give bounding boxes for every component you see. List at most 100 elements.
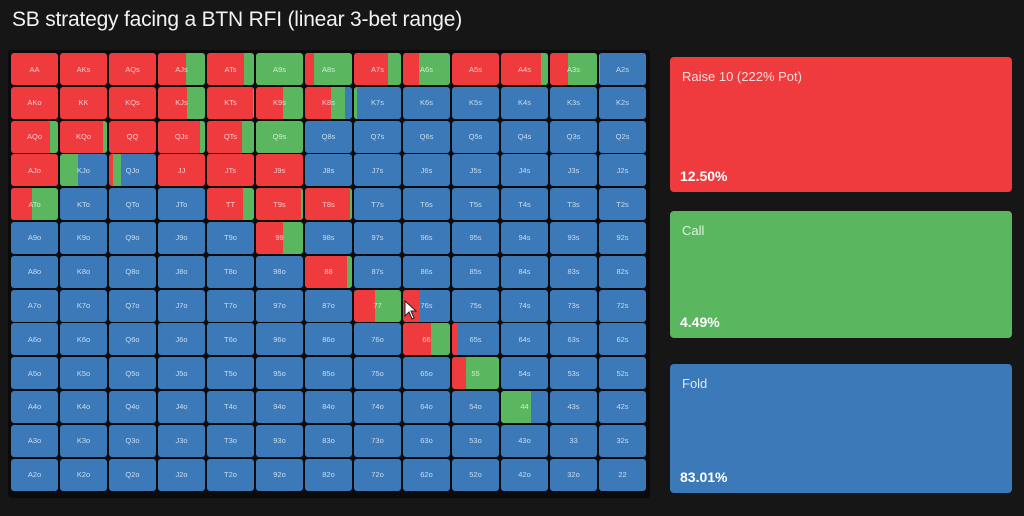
hand-cell[interactable]: KTo [60,188,107,221]
hand-cell[interactable]: 64o [403,390,450,423]
hand-cell[interactable]: J3o [158,424,205,457]
hand-cell[interactable]: J4s [501,154,548,187]
hand-cell[interactable]: 95o [256,357,303,390]
hand-cell[interactable]: 97s [354,221,401,254]
hand-cell[interactable]: K2o [60,458,107,491]
hand-cell[interactable]: 73s [550,289,597,322]
hand-cell[interactable]: 76o [354,323,401,356]
hand-cell[interactable]: T4s [501,188,548,221]
hand-cell[interactable]: Q9s [256,120,303,153]
hand-cell[interactable]: K5o [60,357,107,390]
hand-cell[interactable]: K9o [60,221,107,254]
raise-action-panel[interactable]: Raise 10 (222% Pot) 12.50% [670,57,1012,192]
hand-cell[interactable]: 54s [501,357,548,390]
hand-cell[interactable]: 93o [256,424,303,457]
hand-cell[interactable]: ATs [207,53,254,85]
hand-cell[interactable]: A9s [256,53,303,85]
hand-cell[interactable]: 85o [305,357,352,390]
hand-cell[interactable]: T3s [550,188,597,221]
hand-cell[interactable]: 55 [452,357,499,390]
hand-cell[interactable]: QTo [109,188,156,221]
hand-cell[interactable]: A4s [501,53,548,85]
hand-cell[interactable]: 95s [452,221,499,254]
hand-cell[interactable]: J2s [599,154,646,187]
hand-cell[interactable]: QJs [158,120,205,153]
hand-cell[interactable]: JTs [207,154,254,187]
hand-cell[interactable]: K6s [403,86,450,119]
hand-cell[interactable]: T5s [452,188,499,221]
hand-cell[interactable]: Q2o [109,458,156,491]
hand-cell[interactable]: KK [60,86,107,119]
hand-cell[interactable]: 94o [256,390,303,423]
hand-cell[interactable]: AQs [109,53,156,85]
hand-cell[interactable]: A2o [11,458,58,491]
hand-cell[interactable]: Q2s [599,120,646,153]
hand-cell[interactable]: A2s [599,53,646,85]
hand-cell[interactable]: A8s [305,53,352,85]
hand-cell[interactable]: K8o [60,255,107,288]
hand-cell[interactable]: 84s [501,255,548,288]
hand-cell[interactable]: 62o [403,458,450,491]
hand-cell[interactable]: Q5o [109,357,156,390]
hand-cell[interactable]: J8s [305,154,352,187]
hand-cell[interactable]: A3o [11,424,58,457]
hand-cell[interactable]: A4o [11,390,58,423]
hand-cell[interactable]: 96o [256,323,303,356]
hand-cell[interactable]: 42o [501,458,548,491]
hand-cell[interactable]: 97o [256,289,303,322]
hand-cell[interactable]: 63o [403,424,450,457]
hand-cell[interactable]: K7s [354,86,401,119]
hand-cell[interactable]: 65o [403,357,450,390]
hand-cell[interactable]: 63s [550,323,597,356]
hand-cell[interactable]: 64s [501,323,548,356]
hand-cell[interactable]: A8o [11,255,58,288]
hand-cell[interactable]: Q4o [109,390,156,423]
hand-cell[interactable]: A7s [354,53,401,85]
hand-cell[interactable]: 54o [452,390,499,423]
hand-cell[interactable]: J7s [354,154,401,187]
hand-cell[interactable]: 87o [305,289,352,322]
hand-cell[interactable]: 94s [501,221,548,254]
hand-cell[interactable]: A5s [452,53,499,85]
hand-cell[interactable]: A7o [11,289,58,322]
hand-cell[interactable]: 84o [305,390,352,423]
hand-cell[interactable]: 66 [403,323,450,356]
fold-action-panel[interactable]: Fold 83.01% [670,364,1012,493]
hand-cell[interactable]: K9s [256,86,303,119]
hand-cell[interactable]: A9o [11,221,58,254]
hand-cell[interactable]: Q4s [501,120,548,153]
hand-cell[interactable]: 99 [256,221,303,254]
hand-cell[interactable]: 98o [256,255,303,288]
hand-cell[interactable]: T7s [354,188,401,221]
hand-cell[interactable]: T7o [207,289,254,322]
hand-cell[interactable]: Q8o [109,255,156,288]
hand-cell[interactable]: 73o [354,424,401,457]
hand-cell[interactable]: J7o [158,289,205,322]
hand-cell[interactable]: Q5s [452,120,499,153]
hand-cell[interactable]: K2s [599,86,646,119]
hand-cell[interactable]: 52o [452,458,499,491]
hand-cell[interactable]: T3o [207,424,254,457]
hand-cell[interactable]: A5o [11,357,58,390]
hand-cell[interactable]: KQo [60,120,107,153]
hand-cell[interactable]: 98s [305,221,352,254]
hand-cell[interactable]: 43s [550,390,597,423]
hand-cell[interactable]: 93s [550,221,597,254]
hand-cell[interactable]: KJs [158,86,205,119]
hand-cell[interactable]: Q7o [109,289,156,322]
hand-cell[interactable]: 83s [550,255,597,288]
hand-cell[interactable]: 42s [599,390,646,423]
hand-cell[interactable]: T5o [207,357,254,390]
hand-cell[interactable]: Q3o [109,424,156,457]
hand-cell[interactable]: J9o [158,221,205,254]
hand-cell[interactable]: T6s [403,188,450,221]
hand-cell[interactable]: 32s [599,424,646,457]
hand-cell[interactable]: J3s [550,154,597,187]
hand-cell[interactable]: 53o [452,424,499,457]
hand-cell[interactable]: 44 [501,390,548,423]
hand-cell[interactable]: 22 [599,458,646,491]
hand-cell[interactable]: K4s [501,86,548,119]
hand-cell[interactable]: QJo [109,154,156,187]
hand-cell[interactable]: 74s [501,289,548,322]
hand-cell[interactable]: K8s [305,86,352,119]
